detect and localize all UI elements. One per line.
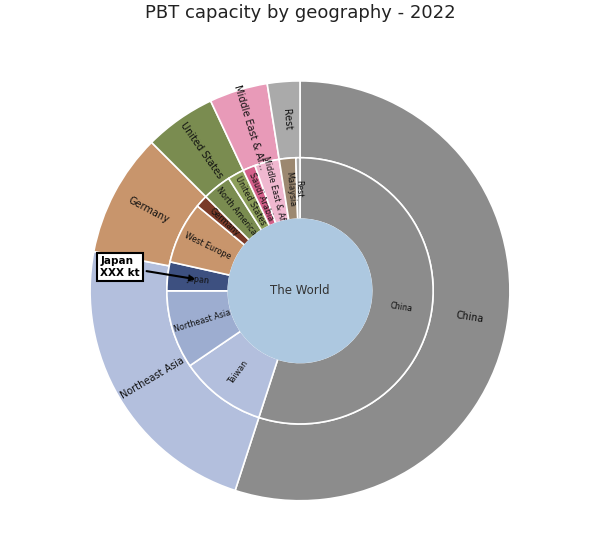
Text: The World: The World xyxy=(270,284,330,298)
Title: PBT capacity by geography - 2022: PBT capacity by geography - 2022 xyxy=(145,4,455,22)
Wedge shape xyxy=(170,206,245,275)
Text: Germany: Germany xyxy=(126,196,170,225)
Text: Saudi Arabia: Saudi Arabia xyxy=(247,171,275,222)
Wedge shape xyxy=(197,197,250,245)
Wedge shape xyxy=(190,331,278,418)
Wedge shape xyxy=(235,81,510,501)
Text: China: China xyxy=(389,301,413,313)
Text: Middle East & Af...: Middle East & Af... xyxy=(261,155,288,228)
Text: United States: United States xyxy=(233,175,268,227)
Text: Northeast Asia: Northeast Asia xyxy=(173,308,232,334)
Wedge shape xyxy=(255,159,289,223)
Text: China: China xyxy=(455,311,484,325)
Text: West Europe: West Europe xyxy=(184,231,233,261)
Text: Japan: Japan xyxy=(187,274,210,285)
Text: North America: North America xyxy=(214,185,258,236)
Text: Middle East & Af...: Middle East & Af... xyxy=(232,83,268,171)
Wedge shape xyxy=(296,158,300,219)
Wedge shape xyxy=(152,101,244,197)
Text: Rest: Rest xyxy=(281,109,292,131)
Wedge shape xyxy=(244,166,276,226)
Wedge shape xyxy=(90,251,259,490)
Text: Northeast Asia: Northeast Asia xyxy=(119,355,186,401)
Wedge shape xyxy=(167,291,241,366)
Text: Japan
XXX kt: Japan XXX kt xyxy=(100,256,193,280)
Text: Taiwan: Taiwan xyxy=(227,359,250,386)
Text: Malaysia: Malaysia xyxy=(284,171,296,207)
Wedge shape xyxy=(211,84,279,170)
Wedge shape xyxy=(206,179,262,240)
Text: Rest: Rest xyxy=(294,180,303,197)
Wedge shape xyxy=(259,158,433,424)
Wedge shape xyxy=(94,142,206,266)
Wedge shape xyxy=(267,81,300,159)
Wedge shape xyxy=(229,170,269,230)
Circle shape xyxy=(229,219,371,363)
Text: United States: United States xyxy=(178,121,224,181)
Text: Germany: Germany xyxy=(208,206,241,238)
Wedge shape xyxy=(279,158,298,220)
Wedge shape xyxy=(167,262,230,291)
